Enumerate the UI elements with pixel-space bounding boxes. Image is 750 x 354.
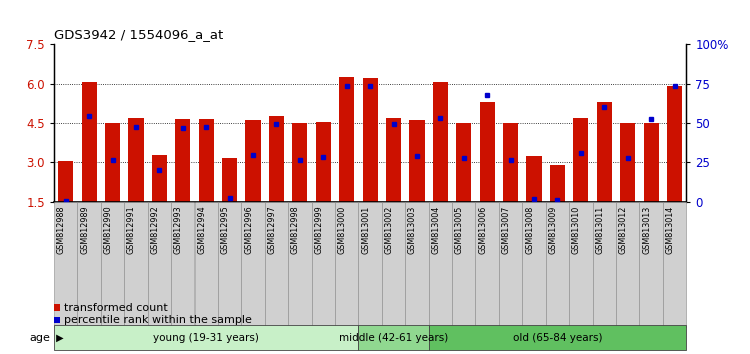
Bar	[58, 161, 74, 202]
Bar	[522, 202, 546, 327]
Bar	[644, 123, 658, 202]
Bar	[100, 202, 124, 327]
Text: GDS3942 / 1554096_a_at: GDS3942 / 1554096_a_at	[54, 28, 223, 41]
Bar	[592, 202, 616, 327]
Text: old (65-84 years): old (65-84 years)	[513, 333, 602, 343]
Bar	[245, 120, 261, 202]
Bar	[311, 202, 335, 327]
Bar	[77, 202, 101, 327]
Text: GSM812990: GSM812990	[104, 206, 112, 254]
Bar	[362, 78, 378, 202]
Bar	[152, 154, 167, 202]
Bar	[265, 202, 288, 327]
Text: GSM813003: GSM813003	[408, 206, 417, 254]
Bar	[268, 116, 284, 202]
Bar	[640, 202, 663, 327]
Bar	[288, 202, 311, 327]
Text: GSM813002: GSM813002	[385, 206, 394, 254]
Bar	[382, 202, 405, 327]
Text: GSM812998: GSM812998	[291, 206, 300, 254]
Text: GSM813008: GSM813008	[525, 206, 534, 254]
Bar	[242, 202, 265, 327]
Text: percentile rank within the sample: percentile rank within the sample	[64, 315, 252, 325]
Bar	[124, 202, 148, 327]
Bar	[569, 202, 592, 327]
Bar	[171, 202, 194, 327]
Bar	[597, 102, 612, 202]
Text: GSM813013: GSM813013	[642, 206, 651, 254]
Text: GSM812999: GSM812999	[314, 206, 323, 254]
Bar	[433, 82, 448, 202]
Text: GSM812992: GSM812992	[150, 206, 159, 254]
Bar	[199, 119, 214, 202]
Bar	[456, 123, 472, 202]
Text: GSM813007: GSM813007	[502, 206, 511, 254]
Bar	[222, 159, 237, 202]
Bar	[526, 156, 542, 202]
Bar	[176, 119, 190, 202]
Text: GSM812995: GSM812995	[220, 206, 230, 254]
Bar	[148, 202, 171, 327]
Bar	[663, 202, 686, 327]
Bar	[54, 202, 77, 327]
Bar	[54, 325, 358, 350]
Text: GSM812997: GSM812997	[268, 206, 277, 254]
Text: GSM813004: GSM813004	[431, 206, 440, 254]
Text: transformed count: transformed count	[64, 303, 168, 313]
Bar	[292, 123, 308, 202]
Bar	[573, 118, 589, 202]
Bar	[218, 202, 242, 327]
Text: GSM813001: GSM813001	[361, 206, 370, 254]
Text: GSM812993: GSM812993	[174, 206, 183, 254]
Text: GSM813009: GSM813009	[548, 206, 557, 254]
Bar	[339, 77, 354, 202]
Bar	[358, 202, 382, 327]
Bar	[616, 202, 640, 327]
Text: GSM812994: GSM812994	[197, 206, 206, 254]
Bar	[667, 86, 682, 202]
Bar	[429, 325, 686, 350]
Text: GSM813000: GSM813000	[338, 206, 346, 254]
Text: ▶: ▶	[53, 333, 64, 343]
Bar	[105, 123, 120, 202]
Text: middle (42-61 years): middle (42-61 years)	[339, 333, 448, 343]
Text: GSM813005: GSM813005	[454, 206, 464, 254]
Bar	[358, 325, 429, 350]
Bar	[128, 118, 143, 202]
Text: young (19-31 years): young (19-31 years)	[153, 333, 260, 343]
Text: age: age	[29, 333, 50, 343]
Bar	[550, 165, 565, 202]
Text: GSM812996: GSM812996	[244, 206, 253, 254]
Bar	[499, 202, 522, 327]
Bar	[476, 202, 499, 327]
Bar	[452, 202, 476, 327]
Bar	[316, 122, 331, 202]
Text: GSM813006: GSM813006	[478, 206, 488, 254]
Text: GSM813010: GSM813010	[572, 206, 580, 254]
Text: GSM812989: GSM812989	[80, 206, 89, 254]
Bar	[194, 202, 218, 327]
Text: GSM813011: GSM813011	[596, 206, 604, 254]
Bar	[82, 82, 97, 202]
Bar	[620, 123, 635, 202]
Bar	[410, 120, 424, 202]
Text: GSM812991: GSM812991	[127, 206, 136, 254]
Bar	[386, 118, 401, 202]
Bar	[429, 202, 452, 327]
Text: GSM812988: GSM812988	[57, 206, 66, 254]
Bar	[503, 123, 518, 202]
Text: GSM813014: GSM813014	[665, 206, 674, 254]
Text: GSM813012: GSM813012	[619, 206, 628, 254]
Bar	[479, 102, 495, 202]
Bar	[546, 202, 569, 327]
Bar	[335, 202, 358, 327]
Bar	[405, 202, 429, 327]
